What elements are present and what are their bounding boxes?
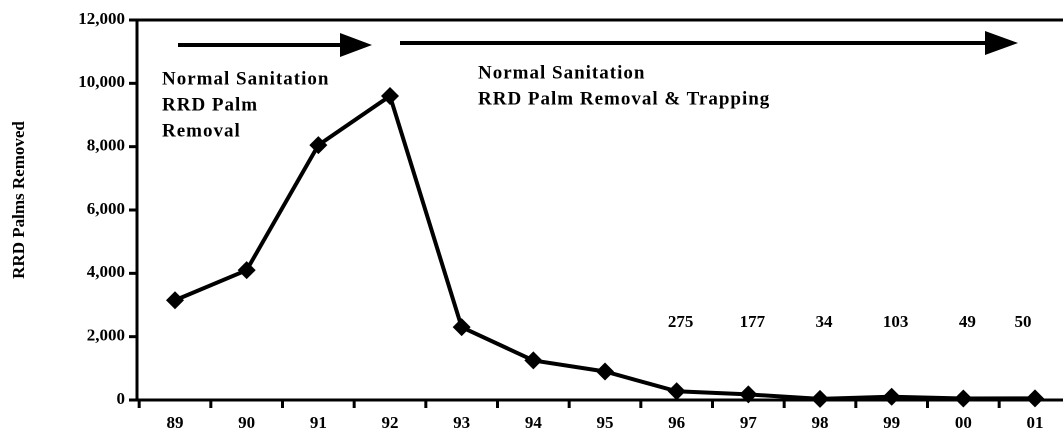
x-tick-label: 99 [883,413,900,432]
x-tick-label: 00 [955,413,972,432]
data-label: 103 [883,312,909,331]
x-tick-label: 97 [740,413,758,432]
annotation: Removal [162,120,241,141]
y-tick-label: 10,000 [78,72,125,91]
x-tick-label: 91 [310,413,327,432]
x-tick-label: 92 [382,413,399,432]
x-tick-label: 95 [597,413,614,432]
x-tick-label: 01 [1027,413,1044,432]
y-tick-label: 0 [117,389,126,408]
data-label: 50 [1015,312,1032,331]
x-tick-label: 94 [525,413,543,432]
x-tick-label: 93 [453,413,470,432]
x-tick-label: 96 [668,413,685,432]
annotation: RRD Palm [162,94,258,115]
data-label: 49 [959,312,976,331]
marker [237,261,256,280]
arrow-head [985,31,1018,55]
y-tick-label: 8,000 [87,136,125,155]
marker [739,385,758,404]
data-label: 177 [740,312,766,331]
data-label: 34 [816,312,834,331]
arrows [178,31,1018,57]
annotation: Normal Sanitation [478,62,645,83]
x-tick-label: 98 [812,413,829,432]
y-tick-label: 2,000 [87,326,125,345]
marker [811,389,829,408]
marker [524,351,543,370]
marker [1026,389,1044,408]
marker [309,136,328,155]
y-tick-label: 4,000 [87,262,125,281]
y-tick-label: 6,000 [87,199,125,218]
y-axis-label: RRD Palms Removed [9,121,28,279]
y-tick-label: 12,000 [78,9,125,28]
x-tick-label: 89 [167,413,184,432]
data-line [174,92,1036,401]
marker [882,387,901,406]
annotation: RRD Palm Removal & Trapping [478,88,770,109]
marker [667,382,686,401]
marker [596,362,614,381]
arrow-head [340,33,372,57]
data-label: 275 [668,312,694,331]
annotation: Normal Sanitation [162,68,329,89]
marker [954,389,973,408]
marker [452,318,471,337]
marker [381,87,399,105]
x-tick-label: 90 [238,413,255,432]
marker [166,291,184,310]
